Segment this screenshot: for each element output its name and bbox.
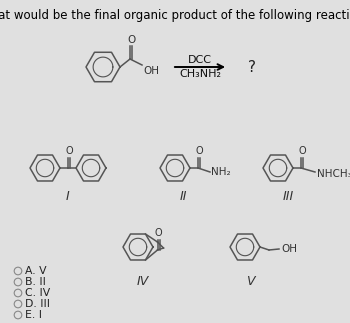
Text: A. V: A. V: [25, 266, 47, 276]
Text: O: O: [155, 228, 162, 238]
Text: DCC: DCC: [188, 55, 212, 65]
Text: O: O: [127, 35, 135, 45]
Text: NHCH₃: NHCH₃: [317, 169, 350, 179]
Text: ?: ?: [248, 59, 256, 75]
Text: What would be the final organic product of the following reaction?: What would be the final organic product …: [0, 9, 350, 22]
Text: IV: IV: [137, 275, 149, 288]
Text: NH₂: NH₂: [211, 167, 231, 177]
Text: D. III: D. III: [25, 299, 50, 309]
Text: E. I: E. I: [25, 310, 42, 320]
Text: O: O: [195, 146, 203, 156]
Text: V: V: [246, 275, 254, 288]
Text: CH₃NH₂: CH₃NH₂: [179, 69, 221, 79]
Text: O: O: [65, 146, 73, 156]
Text: II: II: [179, 190, 187, 203]
Text: OH: OH: [281, 244, 297, 254]
Text: O: O: [298, 146, 306, 156]
Text: B. II: B. II: [25, 277, 46, 287]
Text: C. IV: C. IV: [25, 288, 50, 298]
Text: OH: OH: [143, 66, 159, 76]
Text: III: III: [282, 190, 294, 203]
Text: I: I: [66, 190, 70, 203]
